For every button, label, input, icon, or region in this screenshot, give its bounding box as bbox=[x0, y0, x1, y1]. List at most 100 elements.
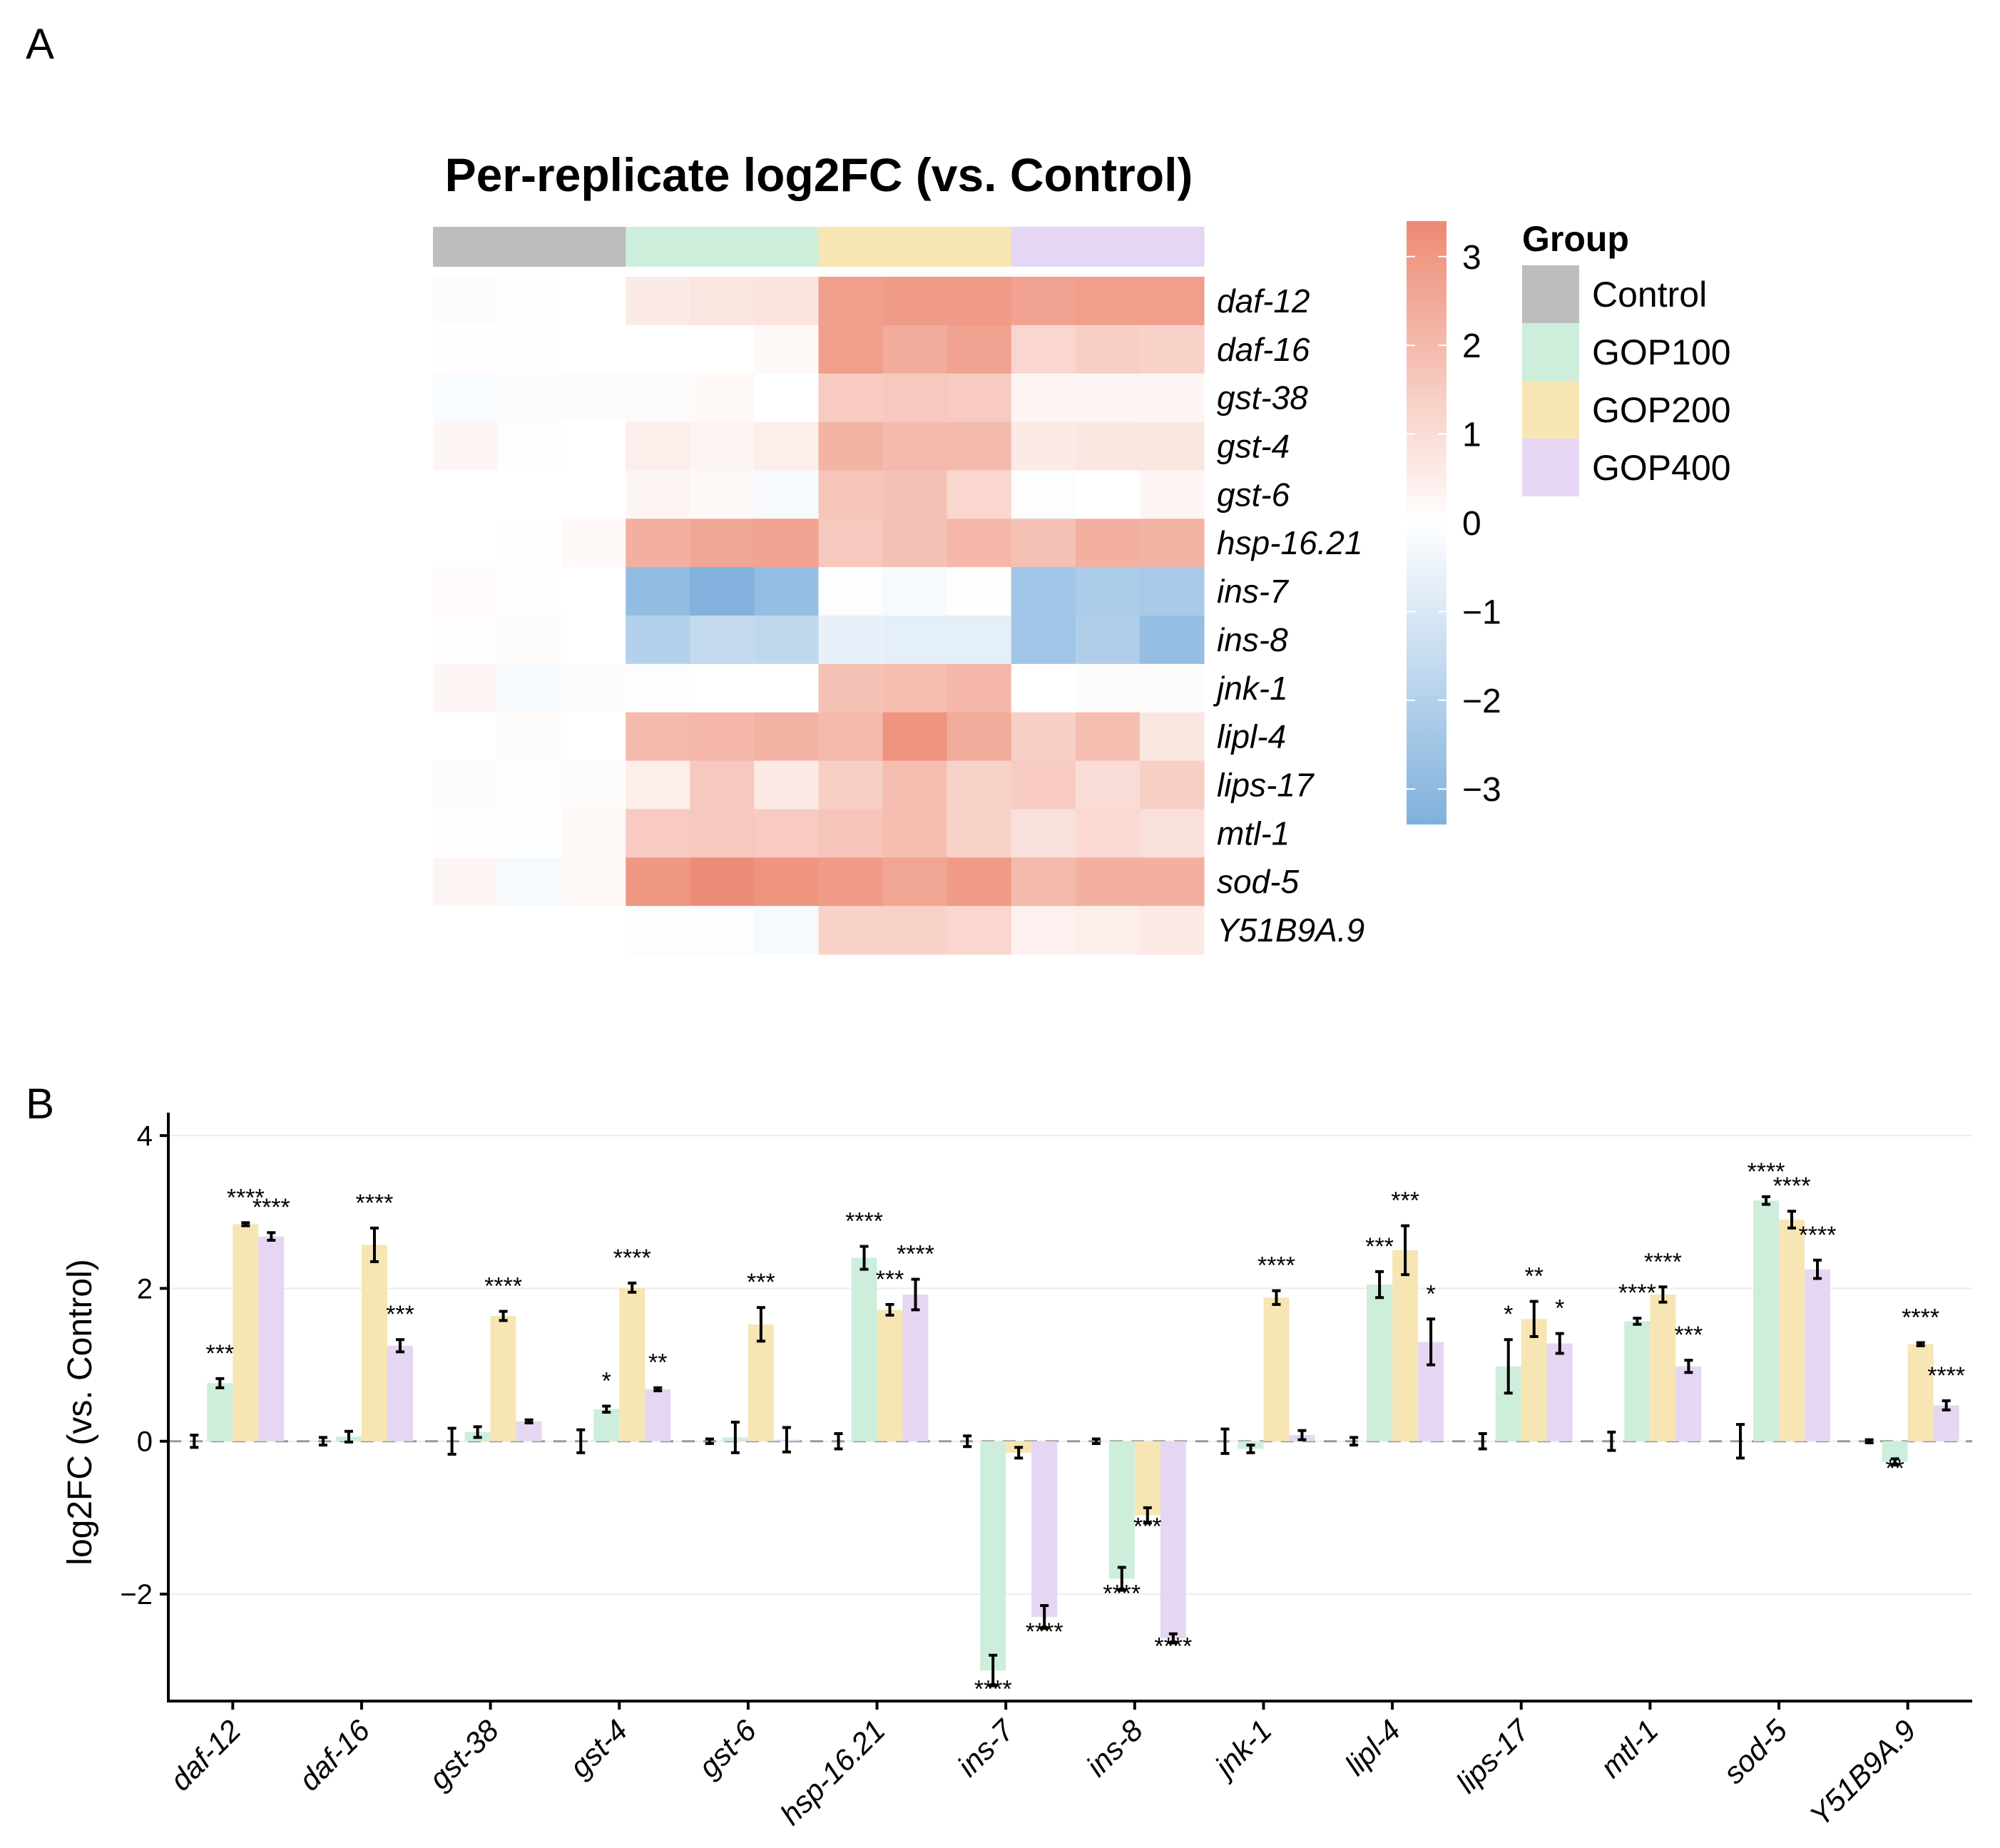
bar-gop400-gst-4 bbox=[645, 1389, 671, 1441]
heatmap-cell bbox=[1139, 616, 1205, 665]
legend-swatch-control bbox=[1522, 265, 1579, 323]
bar-gop200-mtl-1 bbox=[1650, 1295, 1676, 1441]
row-label-daf-12: daf-12 bbox=[1217, 282, 1310, 320]
colorbar-tick-label: −3 bbox=[1462, 771, 1501, 809]
heatmap-cell bbox=[818, 422, 884, 471]
heatmap-cell bbox=[882, 422, 948, 471]
panel-b-letter: B bbox=[26, 1080, 54, 1128]
significance-label: *** bbox=[1133, 1513, 1162, 1540]
bar-gop100-mtl-1 bbox=[1624, 1321, 1650, 1441]
heatmap-cell bbox=[947, 519, 1012, 568]
heatmap-cell bbox=[626, 567, 690, 616]
heatmap-cell bbox=[947, 663, 1012, 713]
row-label-lips-17: lips-17 bbox=[1217, 767, 1315, 804]
heatmap-cell bbox=[1139, 567, 1205, 616]
heatmap-cell bbox=[433, 325, 498, 374]
heatmap-cell bbox=[690, 422, 755, 471]
heatmap-cell bbox=[947, 809, 1012, 858]
bar-gop400-daf-12 bbox=[258, 1236, 285, 1441]
heatmap-cell bbox=[690, 616, 755, 665]
x-tick-label-jnk-1: jnk-1 bbox=[1206, 1713, 1278, 1785]
heatmap-cell bbox=[818, 567, 884, 616]
bar-panel: *********** *****************************… bbox=[61, 1113, 1972, 1832]
heatmap-cell bbox=[561, 277, 626, 326]
heatmap-cell bbox=[433, 470, 498, 519]
colorbar-tick-label: 1 bbox=[1462, 417, 1481, 454]
x-tick-label-gst-6: gst-6 bbox=[692, 1713, 763, 1785]
heatmap-cell bbox=[497, 906, 562, 955]
heatmap-cell bbox=[561, 857, 626, 907]
row-label-mtl-1: mtl-1 bbox=[1217, 815, 1290, 852]
heatmap-cell bbox=[497, 712, 562, 762]
heatmap-cell bbox=[1011, 857, 1076, 907]
heatmap-cell bbox=[561, 470, 626, 519]
bar-gop200-gst-4 bbox=[619, 1287, 646, 1441]
heatmap-row-labels: daf-12 daf-16 gst-38 gst-4 gst-6 hsp-16.21 ins… bbox=[1213, 282, 1364, 949]
heatmap-cell bbox=[882, 470, 948, 519]
bar-gop100-ins-7 bbox=[980, 1441, 1006, 1671]
heatmap-cell bbox=[497, 277, 562, 326]
heatmap-cell bbox=[626, 470, 690, 519]
x-tick-label-sod-5: sod-5 bbox=[1717, 1713, 1794, 1790]
significance-label: **** bbox=[974, 1676, 1012, 1703]
error-bars bbox=[190, 1195, 1951, 1688]
significance-label: * bbox=[1504, 1301, 1513, 1328]
heatmap-cell bbox=[754, 325, 820, 374]
annotation-cell-gop200 bbox=[947, 227, 1012, 267]
heatmap-cell bbox=[947, 906, 1012, 955]
significance-label: * bbox=[1426, 1280, 1435, 1307]
group-annotation-bar bbox=[433, 227, 1205, 267]
x-tick-label-mtl-1: mtl-1 bbox=[1594, 1713, 1665, 1784]
x-axis-ticks: daf-12 daf-16 gst-38 gst-4 gst-6 hsp-16.21 ins… bbox=[163, 1701, 1922, 1832]
heatmap-cell bbox=[1075, 567, 1141, 616]
heatmap-cell bbox=[1139, 325, 1205, 374]
significance-label: ** bbox=[1885, 1455, 1904, 1482]
heatmap-cell bbox=[818, 857, 884, 907]
annotation-cell-control bbox=[497, 227, 562, 267]
heatmap-cell bbox=[561, 325, 626, 374]
heatmap-cell bbox=[754, 857, 820, 907]
bar-gop100-hsp-16.21 bbox=[851, 1257, 877, 1441]
group-legend: Control GOP100 GOP200 GOP400 bbox=[1522, 265, 1731, 496]
significance-label: **** bbox=[1773, 1173, 1811, 1200]
heatmap-cell bbox=[561, 567, 626, 616]
row-label-gst-4: gst-4 bbox=[1217, 428, 1290, 465]
heatmap-cell bbox=[497, 373, 562, 423]
significance-label: ** bbox=[648, 1349, 667, 1377]
x-tick-label-daf-12: daf-12 bbox=[163, 1713, 247, 1797]
heatmap-cell bbox=[818, 663, 884, 713]
heatmap-cell bbox=[754, 470, 820, 519]
heatmap-cell bbox=[1139, 422, 1205, 471]
bar-gop100-sod-5 bbox=[1753, 1200, 1780, 1441]
heatmap-cell bbox=[433, 712, 498, 762]
bar-gop400-lips-17 bbox=[1546, 1343, 1573, 1441]
heatmap-cell bbox=[882, 906, 948, 955]
heatmap-cell bbox=[690, 373, 755, 423]
bar-gop200-gst-6 bbox=[748, 1324, 774, 1441]
heatmap-cell bbox=[754, 567, 820, 616]
heatmap-cell bbox=[947, 325, 1012, 374]
bar-gop400-sod-5 bbox=[1805, 1269, 1831, 1441]
legend-swatch-gop100 bbox=[1522, 323, 1579, 381]
heatmap-cell bbox=[754, 809, 820, 858]
x-tick-label-hsp-16.21: hsp-16.21 bbox=[774, 1713, 892, 1831]
heatmap-cell bbox=[561, 906, 626, 955]
heatmap-cell bbox=[882, 373, 948, 423]
heatmap-cell bbox=[433, 663, 498, 713]
significance-label: **** bbox=[1103, 1581, 1141, 1608]
y-tick-label: 2 bbox=[137, 1273, 153, 1305]
heatmap-cell bbox=[1075, 470, 1141, 519]
bar-gop200-Y51B9A.9 bbox=[1907, 1344, 1934, 1441]
grid-lines bbox=[168, 1135, 1972, 1595]
heatmap-cell bbox=[626, 519, 690, 568]
heatmap-panel: Per-replicate log2FC (vs. Control) daf-1… bbox=[433, 148, 1731, 955]
heatmap-cell bbox=[561, 809, 626, 858]
heatmap-cell bbox=[626, 857, 690, 907]
heatmap-cell bbox=[947, 373, 1012, 423]
heatmap-cell bbox=[882, 712, 948, 762]
colorbar-tick-label: −2 bbox=[1462, 683, 1501, 720]
annotation-cell-gop400 bbox=[1011, 227, 1076, 267]
heatmap-cell bbox=[1139, 906, 1205, 955]
significance-label: *** bbox=[1391, 1188, 1419, 1215]
bar-gop400-ins-8 bbox=[1160, 1441, 1186, 1639]
